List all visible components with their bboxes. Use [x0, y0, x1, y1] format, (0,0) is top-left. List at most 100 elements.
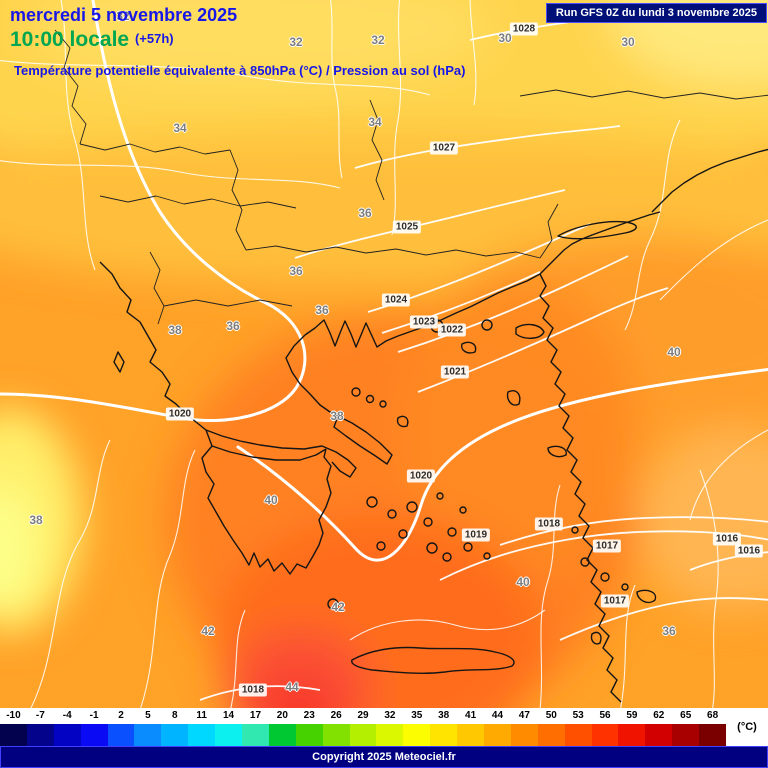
scale-tick: 17	[249, 710, 262, 721]
scale-color-cell	[349, 724, 377, 746]
temp-label: 38	[29, 513, 43, 527]
scale-tick: 56	[599, 710, 611, 721]
temp-label: 30	[498, 31, 512, 45]
scale-tick: 38	[438, 710, 450, 721]
scale-color-cell	[537, 724, 565, 746]
temp-label: 40	[516, 575, 530, 589]
scale-color-cell	[510, 724, 538, 746]
scale-tick: -1	[89, 710, 99, 721]
temp-label: 42	[331, 600, 345, 614]
pressure-label: 1028	[509, 22, 539, 36]
map-subtitle: Température potentielle équivalente à 85…	[14, 63, 466, 78]
forecast-date: mercredi 5 novembre 2025	[10, 5, 238, 25]
pressure-label: 1017	[592, 539, 622, 553]
map-header: mercredi 5 novembre 2025 10:00 locale (+…	[10, 4, 465, 78]
pressure-label: 1021	[440, 365, 470, 379]
scale-tick: 62	[653, 710, 665, 721]
scale-color-cell	[484, 724, 511, 746]
map-canvas: 1028 1027 1025 1024 1023 1022 1021 1020 1020 1019…	[0, 0, 768, 708]
scale-color-cell	[26, 724, 54, 746]
scale-color-cell	[457, 724, 485, 746]
scale-color-cell	[430, 724, 458, 746]
scale-color-cell	[53, 724, 81, 746]
scale-tick: -10	[6, 710, 21, 721]
color-scale-body: -10 -7 -4 -1 2 5 8 11 14 17 20 23 26 29 32 35 38 41 44 47 50…	[0, 708, 727, 746]
scale-tick: 20	[276, 710, 288, 721]
scale-tick: 35	[411, 710, 423, 721]
temp-label: 36	[289, 264, 303, 278]
scale-tick: 41	[465, 710, 477, 721]
pressure-label: 1017	[600, 594, 630, 608]
pressure-label: 1023	[409, 315, 439, 329]
scale-tick: 2	[118, 710, 124, 721]
temp-label: 34	[173, 121, 187, 135]
temp-label: 36	[358, 206, 372, 220]
scale-tick: -7	[35, 710, 45, 721]
scale-tick: 8	[172, 710, 178, 721]
scale-unit: (°C)	[726, 708, 768, 746]
scale-bar	[0, 724, 727, 746]
forecast-run-offset: (+57h)	[134, 31, 174, 46]
pressure-label: 1027	[429, 141, 459, 155]
temp-label: 32	[289, 35, 303, 49]
scale-color-cell	[107, 724, 135, 746]
pressure-label: 1025	[392, 220, 422, 234]
scale-color-cell	[161, 724, 189, 746]
pressure-label: 1019	[461, 528, 491, 542]
scale-tick: 50	[545, 710, 557, 721]
temp-label: 36	[226, 319, 240, 333]
scale-color-cell	[699, 724, 727, 746]
scale-color-cell	[134, 724, 162, 746]
scale-color-cell	[564, 724, 592, 746]
scale-color-cell	[242, 724, 269, 746]
pressure-label: 1024	[381, 293, 411, 307]
temp-label: 32	[116, 9, 130, 23]
copyright-bar: Copyright 2025 Meteociel.fr	[0, 746, 768, 768]
map-graphic	[0, 0, 768, 708]
temp-label: 44	[285, 680, 299, 694]
scale-color-cell	[618, 724, 646, 746]
scale-color-cell	[591, 724, 619, 746]
temp-label: 38	[330, 409, 344, 423]
map-labels: 1028 1027 1025 1024 1023 1022 1021 1020 1020 1019…	[29, 9, 764, 697]
temp-label: 42	[201, 624, 215, 638]
copyright-text: Copyright 2025 Meteociel.fr	[312, 751, 456, 763]
scale-tick: -4	[62, 710, 72, 721]
scale-color-cell	[322, 724, 350, 746]
scale-tick: 65	[680, 710, 692, 721]
scale-color-cell	[0, 724, 27, 746]
temp-label: 34	[368, 115, 382, 129]
color-scale: -10 -7 -4 -1 2 5 8 11 14 17 20 23 26 29 32 35 38 41 44 47 50…	[0, 708, 768, 746]
forecast-time: 10:00 locale	[10, 28, 130, 51]
pressure-label: 1020	[406, 469, 436, 483]
scale-tick: 53	[572, 710, 584, 721]
temp-label: 36	[315, 303, 329, 317]
scale-tick: 29	[357, 710, 369, 721]
temp-label: 40	[264, 493, 278, 507]
scale-color-cell	[215, 724, 243, 746]
scale-tick: 68	[707, 710, 719, 721]
scale-ticks: -10 -7 -4 -1 2 5 8 11 14 17 20 23 26 29 32 35 38 41 44 47 50…	[0, 708, 726, 724]
scale-tick: 14	[223, 710, 235, 721]
temp-label: 32	[371, 33, 385, 47]
scale-color-cell	[376, 724, 404, 746]
forecast-time-line: 10:00 locale (+57h)	[10, 26, 465, 53]
scale-tick: 26	[330, 710, 342, 721]
scale-tick: 47	[518, 710, 530, 721]
scale-color-cell	[645, 724, 673, 746]
pressure-label: 1020	[165, 407, 195, 421]
pressure-label: 1018	[238, 683, 268, 697]
scale-color-cell	[268, 724, 296, 746]
scale-color-cell	[295, 724, 323, 746]
scale-tick: 44	[491, 710, 504, 721]
scale-tick: 23	[303, 710, 315, 721]
temp-label: 40	[667, 345, 681, 359]
scale-color-cell	[188, 724, 216, 746]
temp-label: 38	[168, 323, 182, 337]
run-info-box: Run GFS 0Z du lundi 3 novembre 2025	[545, 3, 767, 23]
scale-color-cell	[80, 724, 108, 746]
pressure-label: 1016	[712, 532, 742, 546]
scale-color-cell	[672, 724, 700, 746]
scale-tick: 5	[145, 710, 151, 721]
